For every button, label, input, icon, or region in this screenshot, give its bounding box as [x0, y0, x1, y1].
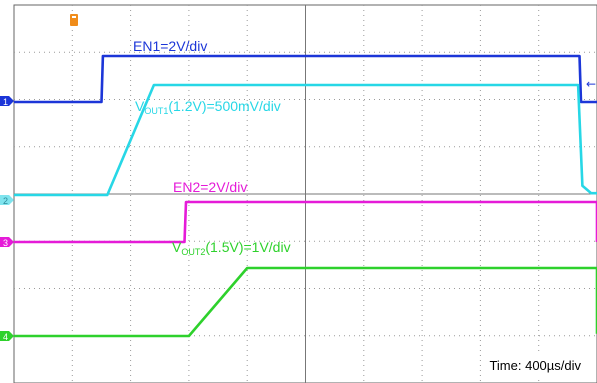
traces: [14, 54, 597, 338]
trace-vout1: [14, 83, 597, 197]
en2-label: EN2=2V/div: [173, 179, 247, 195]
svg-text:1: 1: [3, 97, 8, 107]
vout1-label: VOUT1(1.2V)=500mV/div: [135, 98, 281, 116]
svg-text:3: 3: [3, 238, 8, 248]
trace-en2: [14, 200, 597, 244]
ch3-marker: 3: [0, 237, 14, 248]
trigger-marker-icon: [70, 14, 78, 26]
trigger-level-arrow-icon: ←: [586, 77, 596, 91]
grid: [14, 5, 597, 383]
trace-en1: [14, 54, 597, 104]
ch4-marker: 4: [0, 331, 14, 342]
svg-text:2: 2: [3, 196, 8, 206]
timebase-label: Time: 400µs/div: [483, 354, 587, 377]
ch2-marker: 2: [0, 195, 14, 206]
svg-text:4: 4: [3, 332, 8, 342]
en1-label: EN1=2V/div: [133, 38, 207, 54]
vout2-label: VOUT2(1.5V)=1V/div: [172, 239, 291, 257]
ch1-marker: 1: [0, 96, 14, 107]
trace-vout2: [14, 266, 597, 338]
